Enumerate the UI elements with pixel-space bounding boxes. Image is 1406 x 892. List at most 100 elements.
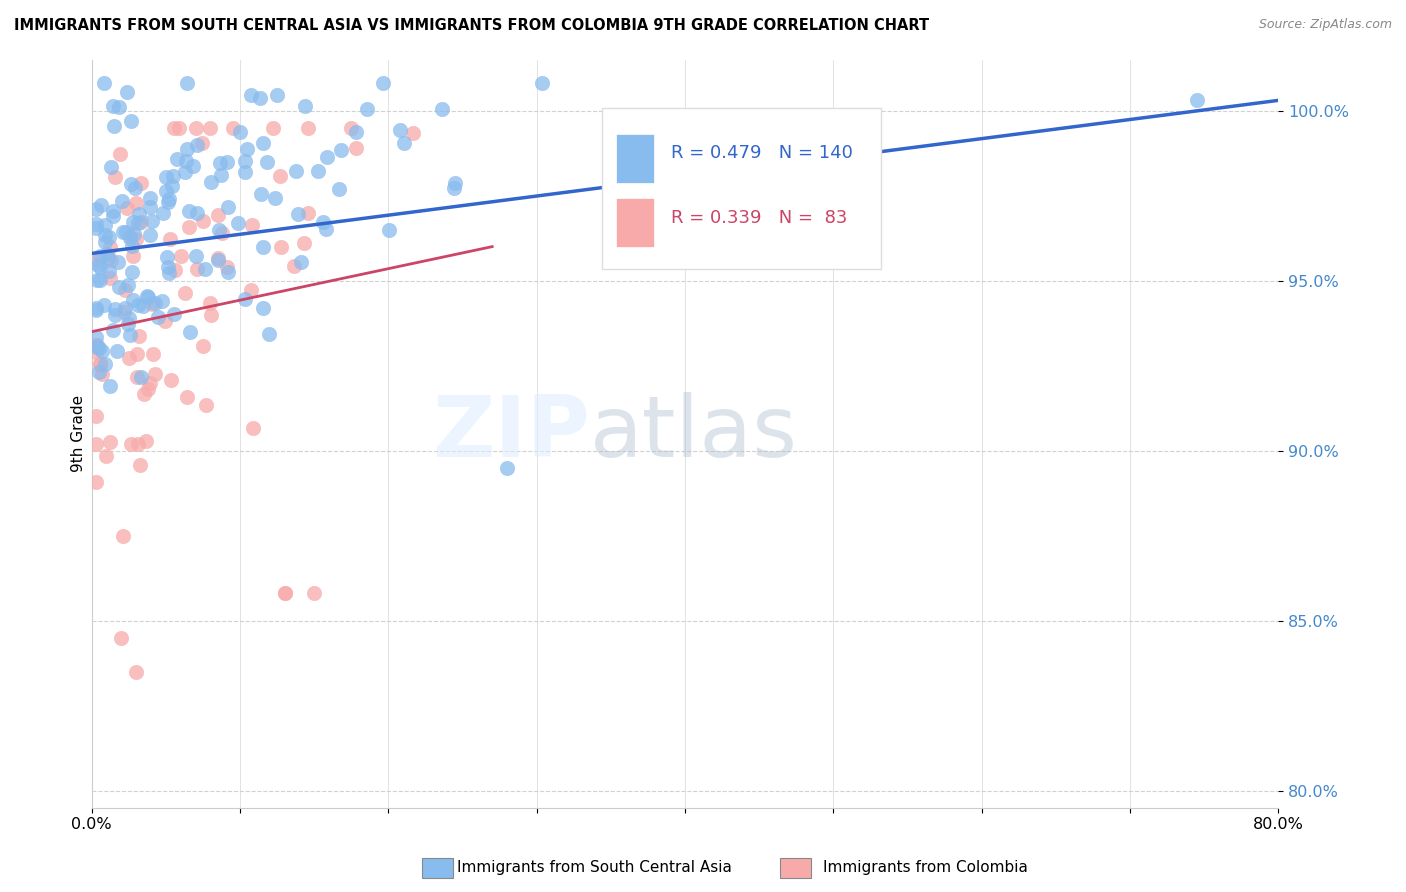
Point	[98, 230, 121, 244]
Point	[91, 344, 114, 359]
Point	[346, 125, 368, 139]
Point	[249, 186, 271, 201]
Point	[114, 283, 136, 297]
Text: Immigrants from South Central Asia: Immigrants from South Central Asia	[457, 861, 733, 875]
Point	[163, 262, 186, 277]
Point	[159, 232, 181, 246]
Point	[125, 195, 148, 210]
Point	[94, 235, 117, 250]
Point	[328, 181, 350, 195]
Point	[96, 247, 118, 261]
Point	[89, 260, 111, 274]
Point	[107, 100, 129, 114]
Point	[315, 150, 337, 164]
Point	[143, 296, 166, 310]
Point	[235, 154, 257, 169]
Point	[240, 88, 263, 103]
Point	[127, 437, 149, 451]
Point	[444, 177, 467, 191]
Point	[198, 120, 221, 135]
Point	[530, 77, 553, 91]
Point	[93, 77, 115, 91]
Point	[84, 437, 107, 451]
Point	[84, 301, 107, 316]
Point	[112, 305, 135, 319]
Point	[101, 99, 124, 113]
Point	[283, 260, 305, 274]
Point	[104, 302, 127, 317]
Point	[252, 240, 274, 254]
Point	[93, 357, 115, 371]
Point	[242, 421, 264, 435]
Point	[194, 398, 217, 412]
Point	[104, 170, 127, 185]
Point	[121, 239, 143, 253]
Point	[89, 359, 111, 373]
Point	[87, 341, 110, 355]
Point	[114, 301, 136, 315]
Point	[155, 314, 177, 328]
Point	[312, 215, 335, 229]
Point	[269, 169, 291, 183]
Point	[249, 91, 271, 105]
Point	[176, 142, 198, 156]
Point	[394, 136, 416, 150]
Point	[120, 437, 142, 451]
Point	[100, 161, 122, 175]
Point	[177, 219, 200, 234]
Point	[87, 252, 110, 267]
Point	[128, 206, 150, 220]
Point	[103, 323, 125, 337]
Point	[98, 434, 121, 449]
Point	[169, 120, 191, 135]
Point	[177, 203, 200, 218]
Point	[200, 308, 222, 322]
Point	[186, 138, 208, 153]
Point	[163, 120, 186, 135]
Point	[136, 290, 159, 304]
FancyBboxPatch shape	[602, 108, 880, 269]
Point	[290, 255, 312, 269]
Point	[292, 236, 315, 251]
Point	[1185, 94, 1208, 108]
Point	[176, 77, 198, 91]
Point	[142, 347, 165, 361]
Point	[401, 126, 423, 140]
Point	[128, 329, 150, 343]
Point	[174, 165, 197, 179]
Point	[125, 369, 148, 384]
Text: R = 0.339   N =  83: R = 0.339 N = 83	[671, 210, 846, 227]
Point	[101, 204, 124, 219]
Point	[125, 347, 148, 361]
Point	[120, 114, 142, 128]
Text: atlas: atlas	[591, 392, 799, 475]
Point	[207, 208, 229, 222]
Point	[430, 102, 453, 116]
Point	[302, 586, 325, 600]
Point	[124, 181, 146, 195]
Point	[120, 177, 142, 191]
Point	[146, 310, 169, 324]
Point	[86, 340, 108, 354]
Point	[118, 327, 141, 342]
Point	[91, 367, 114, 381]
Point	[89, 356, 111, 370]
Point	[98, 264, 121, 278]
Point	[340, 120, 363, 135]
Point	[252, 136, 274, 151]
Point	[389, 123, 412, 137]
Point	[139, 227, 162, 242]
Point	[141, 213, 163, 227]
Text: R = 0.479   N = 140: R = 0.479 N = 140	[671, 145, 852, 162]
Point	[176, 390, 198, 404]
Point	[162, 169, 184, 183]
Point	[235, 143, 257, 157]
Point	[118, 310, 141, 325]
Y-axis label: 9th Grade: 9th Grade	[72, 395, 86, 472]
Point	[273, 586, 295, 600]
Text: IMMIGRANTS FROM SOUTH CENTRAL ASIA VS IMMIGRANTS FROM COLOMBIA 9TH GRADE CORRELA: IMMIGRANTS FROM SOUTH CENTRAL ASIA VS IM…	[14, 18, 929, 33]
FancyBboxPatch shape	[616, 198, 654, 246]
Point	[128, 458, 150, 472]
Point	[163, 307, 186, 321]
Point	[256, 155, 278, 169]
